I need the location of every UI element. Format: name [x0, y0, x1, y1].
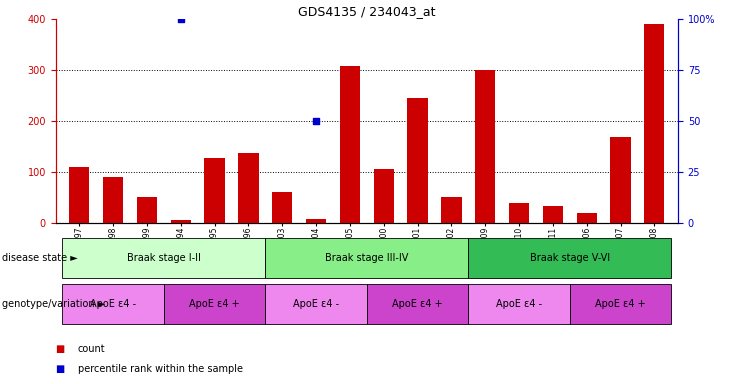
- Point: [175, 16, 187, 22]
- Text: percentile rank within the sample: percentile rank within the sample: [78, 364, 243, 374]
- Bar: [509, 204, 529, 223]
- Bar: [137, 197, 157, 223]
- Bar: [611, 137, 631, 223]
- Point: [310, 118, 322, 124]
- Text: ApoE ε4 +: ApoE ε4 +: [392, 299, 443, 310]
- Text: ApoE ε4 -: ApoE ε4 -: [496, 299, 542, 310]
- Bar: [306, 218, 326, 223]
- Text: ■: ■: [56, 344, 64, 354]
- Bar: [170, 220, 191, 223]
- Text: Braak stage I-II: Braak stage I-II: [127, 253, 201, 263]
- Bar: [205, 157, 225, 223]
- Text: disease state ►: disease state ►: [2, 253, 78, 263]
- Bar: [576, 213, 597, 223]
- Text: ApoE ε4 +: ApoE ε4 +: [595, 299, 646, 310]
- Bar: [542, 207, 563, 223]
- Bar: [408, 98, 428, 223]
- Bar: [69, 167, 90, 223]
- Text: genotype/variation ►: genotype/variation ►: [2, 299, 105, 310]
- Text: ApoE ε4 -: ApoE ε4 -: [90, 299, 136, 310]
- Bar: [475, 70, 495, 223]
- Bar: [373, 169, 394, 223]
- Text: Braak stage III-IV: Braak stage III-IV: [325, 253, 408, 263]
- Bar: [441, 197, 462, 223]
- Bar: [644, 24, 665, 223]
- Bar: [239, 152, 259, 223]
- Bar: [103, 177, 123, 223]
- Bar: [272, 192, 293, 223]
- Bar: [339, 66, 360, 223]
- Text: Braak stage V-VI: Braak stage V-VI: [530, 253, 610, 263]
- Title: GDS4135 / 234043_at: GDS4135 / 234043_at: [298, 5, 436, 18]
- Text: ■: ■: [56, 364, 64, 374]
- Text: ApoE ε4 -: ApoE ε4 -: [293, 299, 339, 310]
- Text: count: count: [78, 344, 105, 354]
- Text: ApoE ε4 +: ApoE ε4 +: [189, 299, 240, 310]
